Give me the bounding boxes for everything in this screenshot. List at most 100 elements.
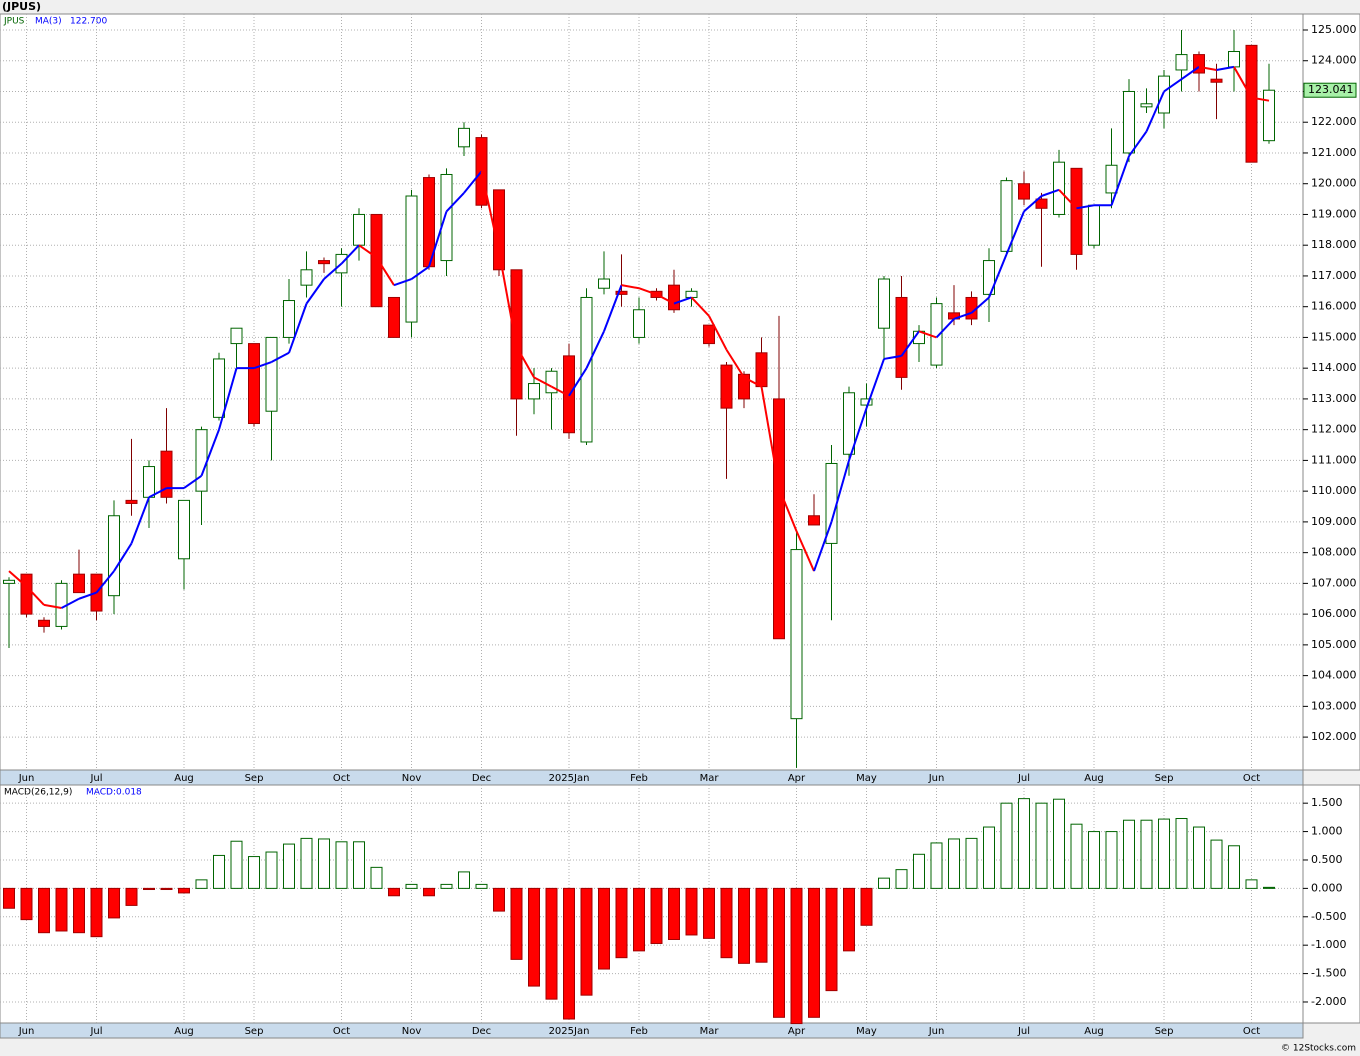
y-tick-label: 1.500	[1311, 796, 1343, 809]
ma-segment	[393, 278, 412, 287]
candle-body	[388, 296, 400, 338]
x-tick-label: Aug	[174, 773, 194, 784]
ma-segment	[900, 330, 920, 357]
y-tick-label: 118.000	[1311, 238, 1357, 251]
y-tick-label: 0.500	[1311, 853, 1343, 866]
macd-bar	[300, 837, 313, 889]
x-tick-label: Jul	[89, 1026, 102, 1037]
candle-body	[1018, 183, 1030, 200]
macd-bar	[423, 887, 435, 897]
macd-bar	[265, 851, 278, 889]
macd-bar	[510, 887, 523, 960]
ma-segment	[445, 192, 465, 213]
y-tick-label: 113.000	[1311, 392, 1357, 405]
ma-segment	[568, 367, 588, 397]
x-tick-label: Jul	[1017, 1026, 1030, 1037]
macd-bar	[73, 887, 85, 934]
macd-bar	[528, 887, 540, 987]
candle-body	[1228, 51, 1240, 68]
footer: © 12Stocks.com	[1281, 1044, 1356, 1054]
macd-bar	[668, 887, 680, 941]
macd-bar	[1140, 819, 1153, 889]
candle-body	[160, 450, 173, 498]
x-tick-label: Aug	[174, 1026, 194, 1037]
ma-segment	[1216, 65, 1235, 71]
macd-bar	[790, 887, 803, 1025]
ma-segment	[253, 361, 272, 370]
candle-body	[108, 515, 120, 597]
ma-segment	[375, 256, 395, 286]
legend-entry: MA(3)	[35, 17, 62, 27]
y-tick-label: 109.000	[1311, 515, 1357, 528]
ma-segment	[61, 597, 80, 609]
macd-bar	[458, 871, 470, 889]
macd-bar	[650, 887, 663, 944]
macd-bar	[160, 887, 173, 891]
macd-bar	[195, 879, 208, 889]
y-tick-label: -1.000	[1311, 938, 1346, 951]
candle-body	[38, 619, 50, 627]
y-tick-label: 119.000	[1311, 207, 1357, 220]
y-tick-label: 1.000	[1311, 825, 1343, 838]
macd-bar	[930, 842, 943, 889]
candle-body	[720, 364, 733, 409]
macd-bar	[440, 883, 453, 889]
ma-segment	[918, 330, 937, 339]
x-tick-label: Oct	[333, 1026, 350, 1037]
candle-body	[1088, 204, 1100, 246]
candle-body	[983, 260, 995, 295]
macd-bar	[108, 887, 120, 919]
candle-body	[843, 392, 855, 455]
candle-body	[860, 398, 873, 406]
last-price-tag	[1303, 82, 1357, 98]
ma-segment	[743, 376, 762, 388]
macd-bar	[843, 887, 855, 952]
macd-bar	[1000, 802, 1013, 889]
ma-segment	[130, 496, 150, 544]
price-panel	[0, 13, 1304, 771]
ma-segment	[515, 346, 535, 378]
candle-body	[20, 573, 33, 615]
candle-body	[125, 499, 138, 504]
x-axis-strip	[0, 769, 1304, 786]
ma-segment	[778, 487, 798, 532]
ma-segment	[1023, 195, 1043, 213]
candle-body	[1053, 161, 1065, 215]
ma-segment	[1251, 96, 1270, 102]
x-tick-label: Feb	[630, 773, 648, 784]
macd-bar	[388, 887, 400, 897]
ma-segment	[673, 296, 692, 305]
ma-segment	[1058, 189, 1078, 209]
y-tick-label: 105.000	[1311, 638, 1357, 651]
ma-segment	[43, 603, 62, 609]
ma-segment	[865, 358, 885, 409]
ma-segment	[585, 330, 605, 369]
candle-body	[1245, 44, 1258, 163]
macd-bar	[948, 838, 960, 889]
price-axis	[1302, 13, 1360, 771]
macd-bar	[20, 887, 33, 921]
macd-bar	[633, 887, 645, 952]
x-tick-label: Aug	[1084, 773, 1104, 784]
candle-body	[265, 336, 278, 412]
ma-segment	[480, 171, 500, 252]
candle-body	[178, 499, 190, 560]
candle-body	[598, 278, 610, 289]
macd-bar	[895, 869, 908, 889]
macd-bar	[878, 877, 890, 889]
ma-segment	[690, 296, 710, 317]
macd-bar	[1210, 839, 1223, 889]
x-tick-label: Jul	[89, 773, 102, 784]
candle-body	[808, 515, 820, 526]
candle-body	[1175, 54, 1188, 71]
ma-segment	[1128, 130, 1148, 157]
x-tick-label: Oct	[1243, 1026, 1260, 1037]
legend-entry: JPUS	[3, 17, 25, 27]
ma-segment	[1110, 155, 1130, 206]
x-tick-label: Sep	[245, 1026, 264, 1037]
ma-segment	[725, 349, 745, 378]
ma-segment	[218, 367, 238, 430]
macd-bar	[90, 887, 103, 938]
x-tick-label: Feb	[630, 1026, 648, 1037]
x-tick-label: Apr	[788, 1026, 806, 1037]
